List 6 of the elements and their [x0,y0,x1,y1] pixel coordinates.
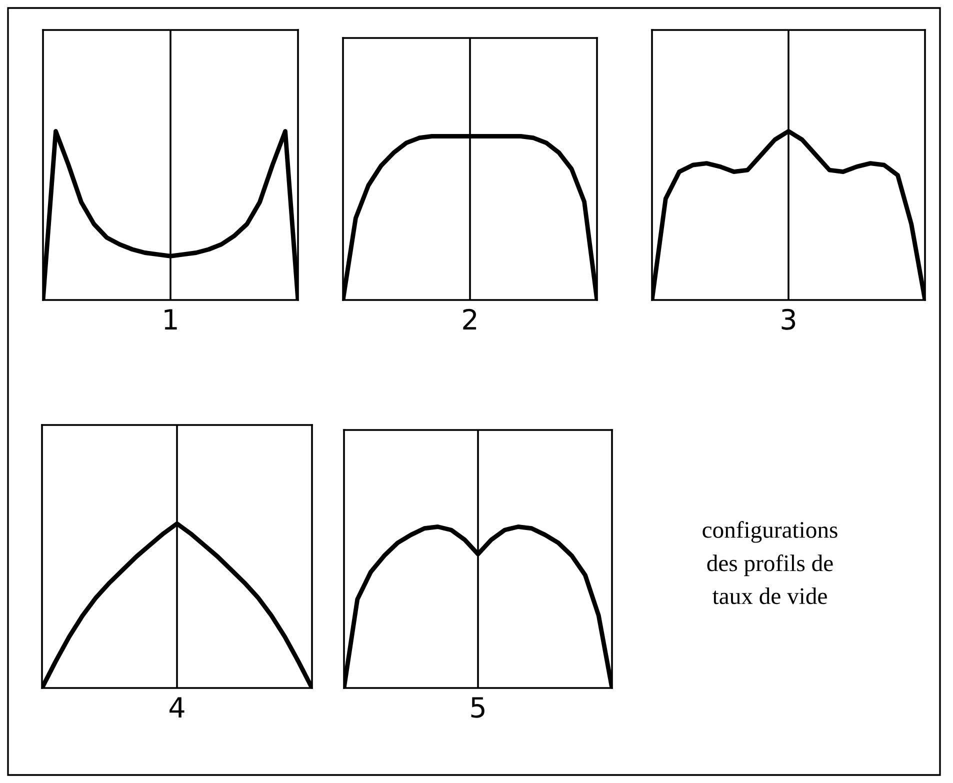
x-axis-title: 4 [170,697,184,718]
x-axis-title: 5 [471,697,484,718]
text: configurations des profils de taux de vide [702,521,838,604]
x-axis-title: 1 [164,309,177,330]
x-axis-title: 3 [782,308,796,330]
x-axis-title: 2 [463,308,476,330]
